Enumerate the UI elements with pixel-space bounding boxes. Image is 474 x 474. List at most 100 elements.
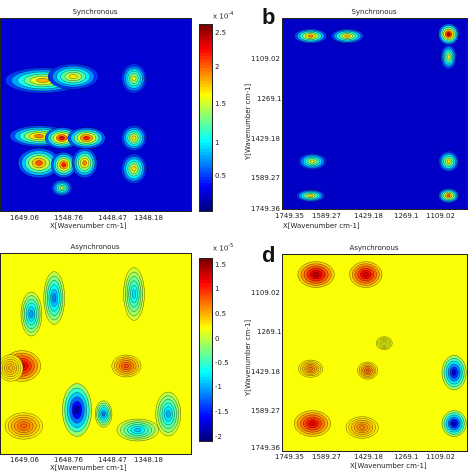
- colorbar-segment: [200, 204, 212, 209]
- colorbar-segment: [200, 80, 212, 85]
- colorbar-tick: 1.5: [215, 261, 227, 269]
- panel-d-title: Asynchronous: [349, 244, 399, 252]
- heatmap-contour-9-5: [82, 160, 87, 166]
- heatmap-contour-3-5: [33, 134, 45, 139]
- colorbar-segment: [200, 289, 212, 293]
- colorbar-segment: [200, 404, 212, 409]
- y-axis-label: Y[Wavenumber cm-1]: [244, 319, 252, 396]
- x-tick: 1749.35: [275, 212, 304, 220]
- colorbar-segment: [200, 277, 212, 281]
- colorbar-segment: [200, 401, 212, 406]
- x-axis-label: X[Wavenumber cm-1]: [50, 464, 127, 472]
- colorbar-segment: [200, 87, 212, 91]
- x-tick: 1448.47: [98, 456, 127, 464]
- colorbar-segment: [200, 419, 212, 424]
- colorbar-segment: [200, 142, 212, 147]
- heatmap-contour-6-5: [359, 425, 366, 430]
- heatmap-contour-0-5: [312, 272, 320, 278]
- heatmap-contour-1-5: [68, 74, 78, 79]
- colorbar-segment: [200, 114, 212, 119]
- colorbar-segment: [200, 170, 212, 175]
- panel-a-plot: [0, 18, 192, 212]
- colorbar-segment: [200, 145, 212, 150]
- colorbar-segment: [200, 304, 212, 309]
- colorbar-segment: [200, 31, 212, 35]
- y-tick: 1749.36: [251, 444, 280, 452]
- colorbar-segment: [200, 328, 212, 333]
- x-tick: 1269.1: [394, 453, 419, 461]
- colorbar-segment: [200, 127, 212, 131]
- colorbar-segment: [200, 356, 212, 360]
- heatmap-contour-10-5: [131, 166, 137, 172]
- x-tick: 1109.02: [426, 453, 455, 461]
- x-tick: 1429.18: [354, 453, 383, 461]
- heatmap-contour-1-5: [29, 310, 34, 318]
- colorbar-segment: [200, 108, 212, 113]
- colorbar-segment: [200, 198, 212, 203]
- colorbar-tick: 2.5: [215, 29, 227, 37]
- colorbar-segment: [200, 374, 212, 378]
- colorbar-tick: -1: [215, 383, 222, 391]
- colorbar-segment: [200, 286, 212, 290]
- colorbar-segment: [200, 192, 212, 196]
- colorbar-segment: [200, 365, 212, 369]
- x-tick: 1348.18: [134, 214, 163, 222]
- heatmap-contour-1-5: [344, 34, 351, 38]
- y-tick: 1269.1: [257, 95, 282, 103]
- colorbar-segment: [200, 368, 212, 372]
- panel-a-heatmap: [1, 19, 191, 211]
- y-tick: 1749.36: [251, 205, 280, 213]
- colorbar-segment: [200, 431, 212, 436]
- colorbar-segment: [200, 274, 212, 278]
- colorbar-segment: [200, 337, 212, 342]
- colorbar-segment: [200, 136, 212, 141]
- heatmap-contour-5-5: [309, 421, 316, 426]
- colorbar-segment: [200, 49, 212, 54]
- colorbar-segment: [200, 90, 212, 94]
- colorbar-segment: [200, 268, 212, 272]
- x-tick: 1348.18: [134, 456, 163, 464]
- colorbar-segment: [200, 189, 212, 193]
- colorbar-segment: [200, 316, 212, 321]
- colorbar-segment: [200, 195, 212, 200]
- heatmap-contour-2-5: [308, 366, 313, 371]
- colorbar-segment: [200, 301, 212, 305]
- y-tick: 1269.1: [257, 328, 282, 336]
- colorbar-tick: 2: [215, 63, 220, 71]
- colorbar-tick: 0.5: [215, 172, 227, 180]
- colorbar-segment: [200, 410, 212, 415]
- colorbar-segment: [200, 71, 212, 76]
- colorbar-segment: [200, 416, 212, 421]
- colorbar-segment: [200, 325, 212, 330]
- colorbar-segment: [200, 310, 212, 315]
- colorbar-segment: [200, 68, 212, 72]
- heatmap-contour-3-5: [447, 54, 451, 60]
- heatmap-contour-4-5: [123, 363, 130, 369]
- heatmap-contour-0-5: [307, 34, 314, 38]
- colorbar-c: [199, 258, 213, 442]
- colorbar-segment: [200, 383, 212, 387]
- colorbar-segment: [200, 173, 212, 178]
- heatmap-contour-7-5: [451, 421, 457, 426]
- colorbar-tick: 0.5: [215, 310, 227, 318]
- colorbar-segment: [200, 74, 212, 79]
- heatmap-contour-2-5: [446, 32, 451, 37]
- colorbar-segment: [200, 152, 212, 156]
- colorbar-tick: 1: [215, 285, 220, 293]
- colorbar-segment: [200, 422, 212, 427]
- colorbar-segment: [200, 93, 212, 97]
- y-tick: 1589.27: [251, 407, 280, 415]
- colorbar-segment: [200, 164, 212, 169]
- heatmap-contour-7-5: [20, 423, 28, 429]
- colorbar-a: [199, 24, 213, 212]
- colorbar-segment: [200, 46, 212, 51]
- heatmap-contour-8-5: [382, 341, 386, 345]
- y-tick: 1109.02: [251, 55, 280, 63]
- colorbar-segment: [200, 201, 212, 206]
- colorbar-segment: [200, 271, 212, 275]
- colorbar-segment: [200, 407, 212, 412]
- colorbar-segment: [200, 395, 212, 400]
- colorbar-segment: [200, 28, 212, 32]
- colorbar-segment: [200, 398, 212, 403]
- colorbar-tick: -1.5: [215, 408, 229, 416]
